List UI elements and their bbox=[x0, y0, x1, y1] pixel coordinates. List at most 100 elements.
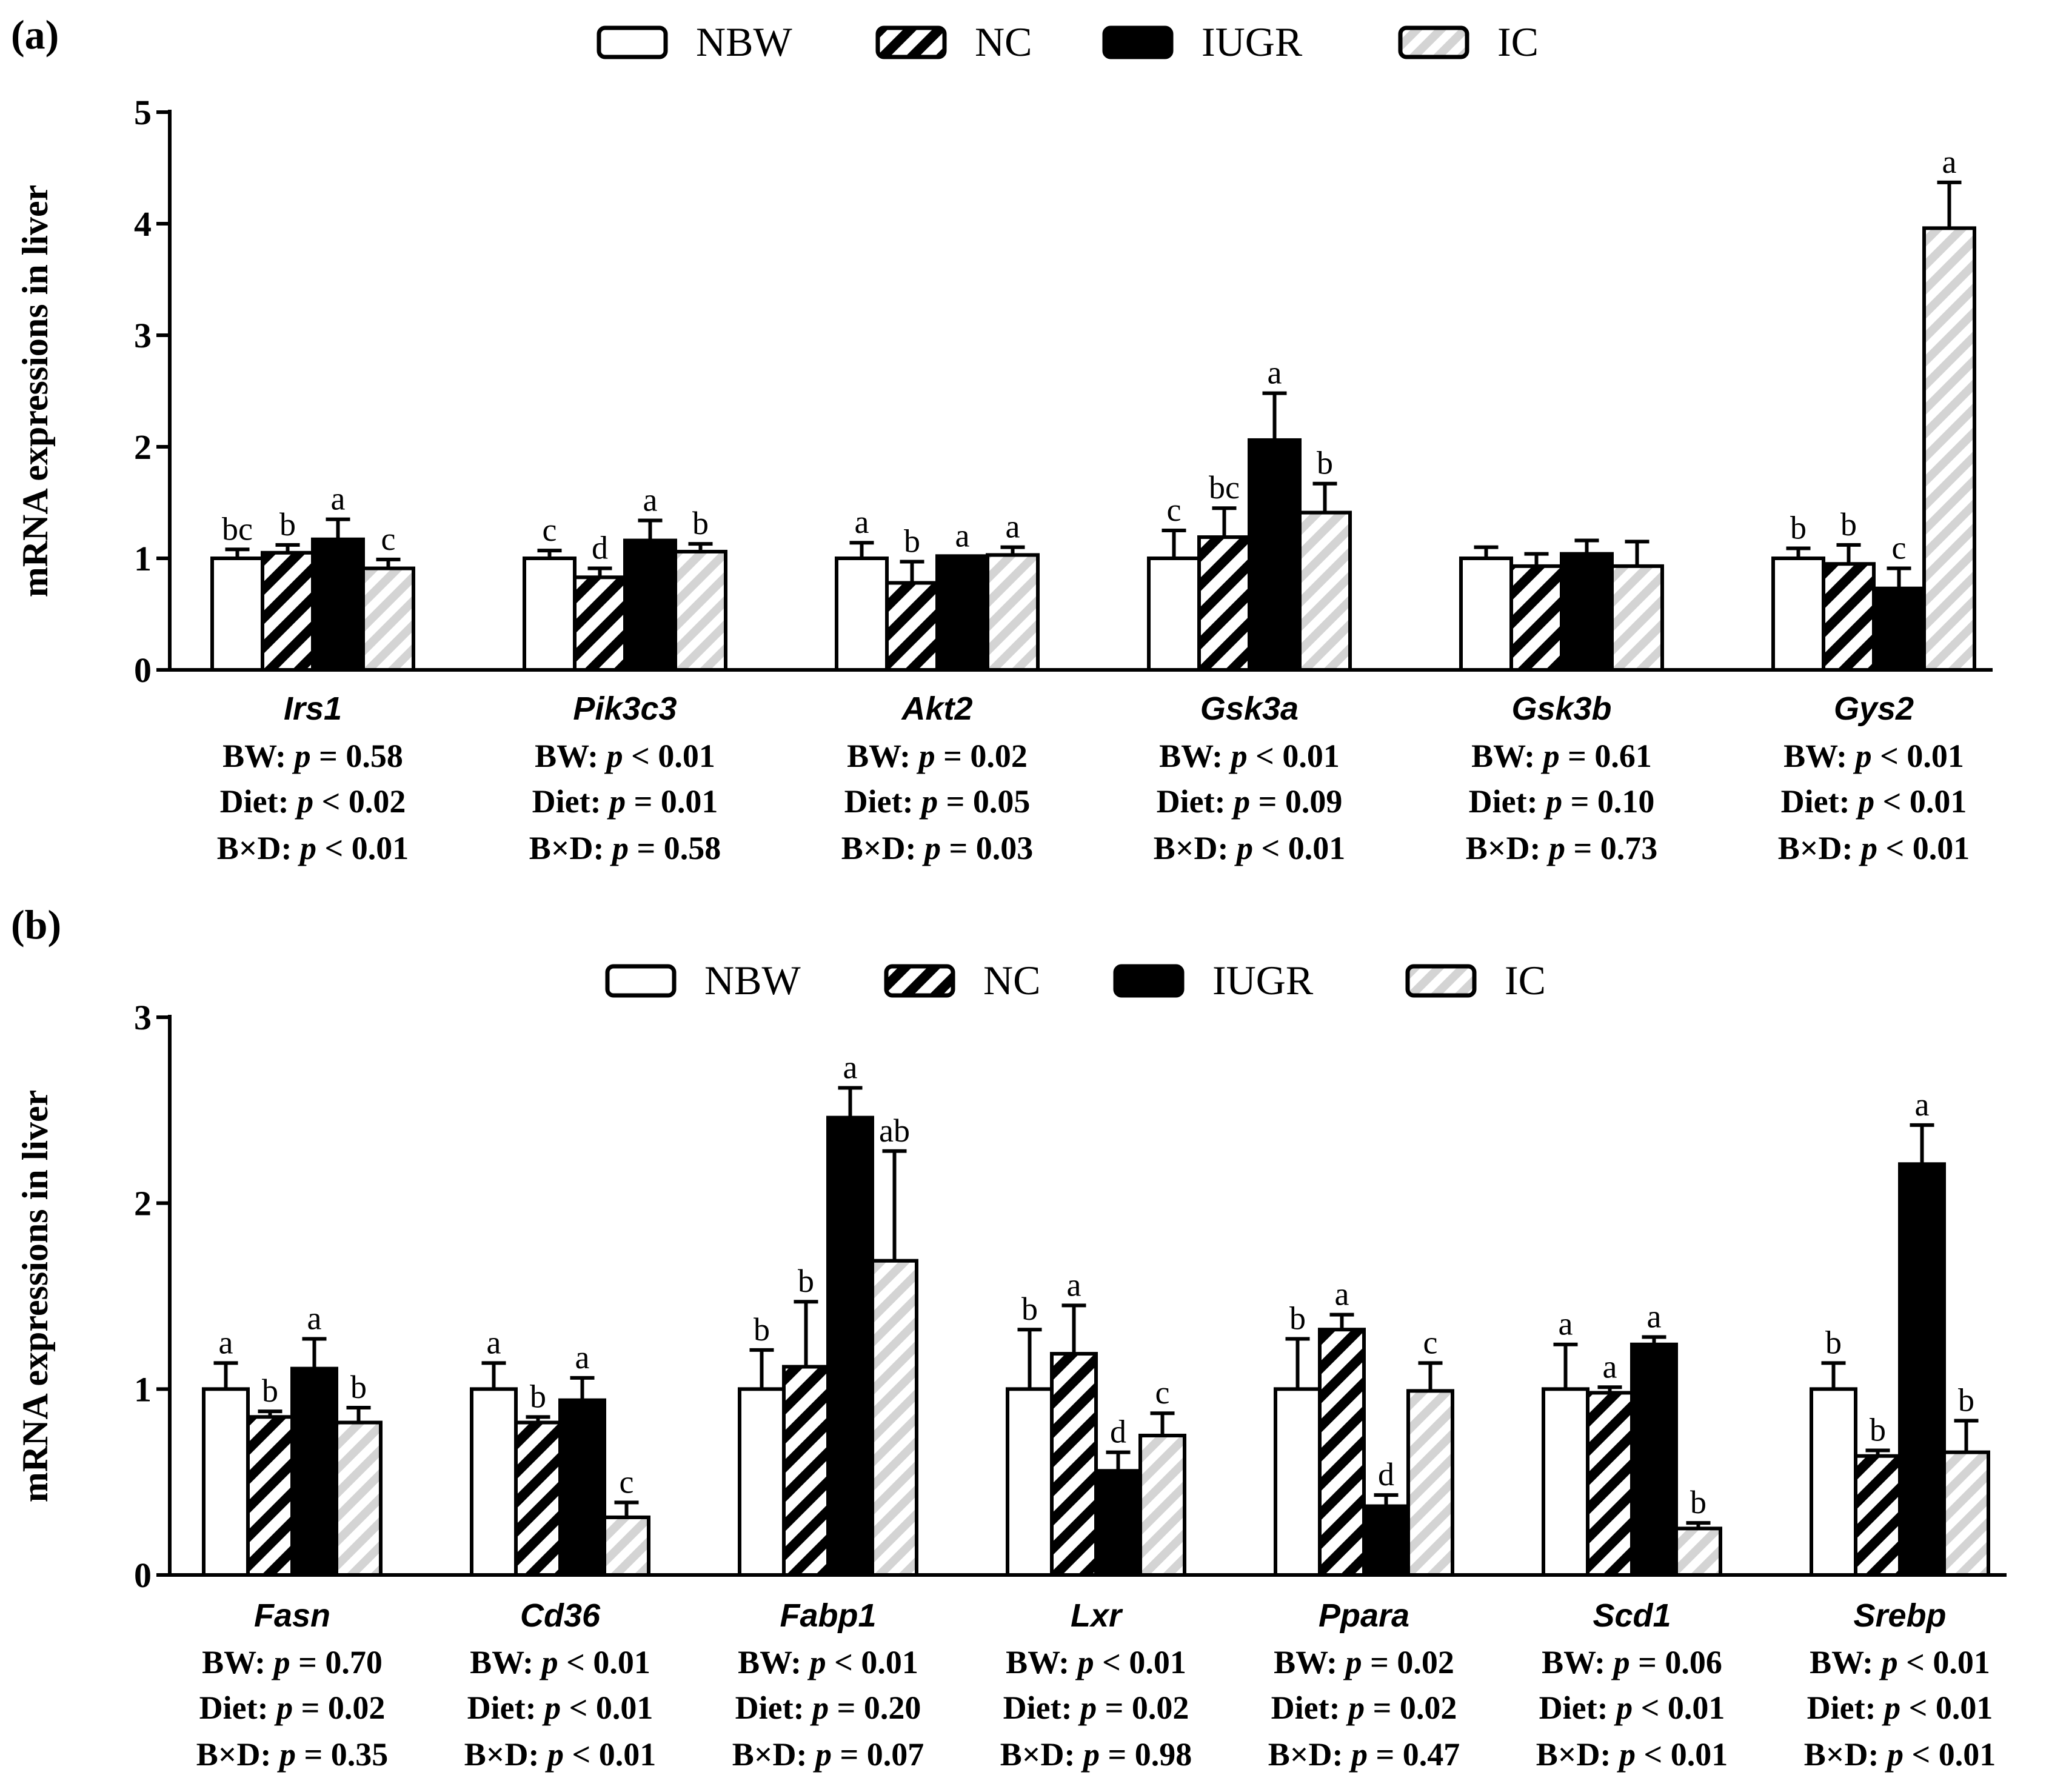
gene-group-gsk3a: cbc a b Gsk3a BW: p < 0.01 Diet: p = 0.09 B×D:… bbox=[1147, 355, 1352, 866]
significance-letter: b bbox=[798, 1263, 814, 1299]
stat-line: B×D: p = 0.03 bbox=[841, 830, 1034, 866]
significance-letter: a bbox=[1559, 1306, 1573, 1342]
bar-fabp1-iugr bbox=[826, 1115, 874, 1577]
stat-line: BW: p = 0.58 bbox=[222, 738, 403, 774]
legend-label-iugr: IUGR bbox=[1202, 19, 1303, 65]
bar-fasn-nbw bbox=[202, 1387, 250, 1577]
bar-lxr-iugr bbox=[1094, 1469, 1142, 1577]
stat-line: BW: p < 0.01 bbox=[1783, 738, 1964, 774]
significance-letter: b bbox=[262, 1372, 278, 1409]
bar-lxr-nc bbox=[1050, 1352, 1098, 1577]
stat-line: Diet: p < 0.01 bbox=[1539, 1690, 1725, 1726]
gene-label-akt2: Akt2 bbox=[900, 690, 972, 727]
bar-cd36-nc bbox=[514, 1420, 562, 1577]
bar-srebp-nbw bbox=[1810, 1387, 1857, 1577]
bar-srebp-nc bbox=[1854, 1454, 1902, 1577]
significance-letter: b bbox=[1825, 1324, 1842, 1360]
bar-gys2-iugr bbox=[1872, 586, 1926, 672]
gene-group-fabp1: bb aab Fabp1 BW: p < 0.01 Diet: p = 0.20 B×D:… bbox=[732, 1049, 924, 1773]
gene-label-irs1: Irs1 bbox=[284, 690, 342, 727]
bar-gys2-nc bbox=[1822, 562, 1876, 672]
bar-ppara-nc bbox=[1318, 1328, 1366, 1577]
stat-line: Diet: p < 0.01 bbox=[1807, 1690, 1993, 1726]
y-axis-label: mRNA expressions in liver bbox=[15, 185, 55, 598]
bar-irs1-ic bbox=[361, 566, 415, 672]
bar-scd1-iugr bbox=[1630, 1342, 1678, 1577]
bar-akt2-iugr bbox=[935, 554, 989, 672]
bar-gsk3a-nbw bbox=[1147, 557, 1201, 672]
bar-irs1-nc bbox=[261, 550, 315, 672]
gene-group-lxr: ba dc Lxr BW: p < 0.01 Diet: p = 0.02 B×D: p … bbox=[1000, 1266, 1192, 1773]
stat-line: Diet: p = 0.01 bbox=[532, 783, 718, 820]
bar-cd36-ic bbox=[603, 1515, 650, 1577]
bar-lxr-ic bbox=[1138, 1434, 1186, 1577]
significance-letter: a bbox=[575, 1339, 590, 1376]
significance-letter: b bbox=[1317, 445, 1333, 481]
y-tick-label: 3 bbox=[134, 316, 152, 355]
stat-line: BW: p = 0.06 bbox=[1542, 1644, 1722, 1680]
gene-label-cd36: Cd36 bbox=[520, 1597, 601, 1634]
legend-label-nbw: NBW bbox=[696, 19, 792, 65]
significance-letter: c bbox=[1155, 1374, 1170, 1411]
bar-gsk3a-nc bbox=[1197, 535, 1251, 672]
y-tick-label: 4 bbox=[134, 204, 152, 244]
chart-layer: (a) NBW NC IUGR IC mRNA expressions in liver 0… bbox=[11, 12, 2007, 1773]
gene-group-pik3c3: c dab Pik3c3 BW: p < 0.01 Diet: p = 0.01 B×D:… bbox=[523, 481, 727, 866]
significance-letter: bc bbox=[1209, 469, 1240, 506]
significance-letter: a bbox=[1942, 144, 1957, 180]
y-axis-label: mRNA expressions in liver bbox=[15, 1090, 55, 1503]
stat-line: BW: p < 0.01 bbox=[1159, 738, 1340, 774]
bar-srebp-ic bbox=[1942, 1450, 1990, 1577]
significance-letter: a bbox=[843, 1049, 858, 1086]
stat-line: BW: p = 0.02 bbox=[847, 738, 1028, 774]
stat-line: BW: p = 0.70 bbox=[202, 1644, 383, 1680]
gene-label-gys2: Gys2 bbox=[1834, 690, 1914, 727]
stat-line: B×D: p < 0.01 bbox=[1804, 1736, 1996, 1773]
gene-label-fabp1: Fabp1 bbox=[780, 1597, 876, 1634]
significance-letter: d bbox=[592, 530, 608, 566]
significance-letter: b bbox=[279, 506, 296, 543]
stat-line: B×D: p < 0.01 bbox=[217, 830, 409, 866]
significance-letter: b bbox=[1840, 506, 1857, 543]
stat-line: B×D: p = 0.07 bbox=[732, 1736, 924, 1773]
significance-letter: a bbox=[855, 504, 869, 540]
stat-line: BW: p < 0.01 bbox=[470, 1644, 650, 1680]
bar-fabp1-nc bbox=[782, 1365, 830, 1577]
y-tick-label: 0 bbox=[134, 650, 152, 690]
gene-label-srebp: Srebp bbox=[1853, 1597, 1946, 1634]
significance-letter: ab bbox=[879, 1112, 910, 1149]
stat-line: BW: p < 0.01 bbox=[738, 1644, 918, 1680]
y-tick-label: 1 bbox=[134, 1369, 152, 1409]
legend-swatch-nc bbox=[884, 964, 955, 998]
significance-letter: a bbox=[955, 517, 970, 553]
gene-group-cd36: aba c Cd36 BW: p < 0.01 Diet: p < 0.01 B×D: p… bbox=[464, 1324, 657, 1773]
gene-label-lxr: Lxr bbox=[1071, 1597, 1123, 1634]
legend-swatch-nc bbox=[875, 25, 947, 59]
bar-ppara-ic bbox=[1406, 1389, 1454, 1577]
stat-line: B×D: p < 0.01 bbox=[1154, 830, 1346, 866]
significance-letter: a bbox=[307, 1300, 322, 1337]
bar-irs1-iugr bbox=[311, 537, 365, 672]
stat-line: Diet: p = 0.10 bbox=[1469, 783, 1655, 820]
significance-letter: b bbox=[530, 1378, 546, 1414]
gene-label-ppara: Ppara bbox=[1319, 1597, 1409, 1634]
significance-letter: c bbox=[1892, 530, 1907, 566]
panel-label: (b) bbox=[11, 901, 61, 948]
bar-ppara-nbw bbox=[1274, 1387, 1322, 1577]
significance-letter: b bbox=[754, 1311, 770, 1348]
bar-srebp-iugr bbox=[1898, 1162, 1946, 1577]
stat-line: Diet: p = 0.09 bbox=[1157, 783, 1343, 820]
legend-swatch-iugr bbox=[1102, 25, 1174, 59]
bar-cd36-nbw bbox=[470, 1387, 518, 1577]
bar-fasn-iugr bbox=[290, 1366, 338, 1577]
significance-letter: a bbox=[487, 1324, 501, 1360]
legend-label-nc: NC bbox=[983, 957, 1040, 1003]
legend-label-nc: NC bbox=[975, 19, 1032, 65]
bar-ppara-iugr bbox=[1362, 1504, 1410, 1577]
stat-line: BW: p < 0.01 bbox=[1810, 1644, 1990, 1680]
gene-group-srebp: b b a b Srebp BW: p < 0.01 Diet: p < 0.01 B×D: … bbox=[1804, 1086, 1996, 1773]
stat-line: BW: p = 0.61 bbox=[1471, 738, 1652, 774]
stat-line: Diet: p = 0.02 bbox=[199, 1690, 386, 1726]
bar-scd1-nc bbox=[1586, 1391, 1634, 1577]
